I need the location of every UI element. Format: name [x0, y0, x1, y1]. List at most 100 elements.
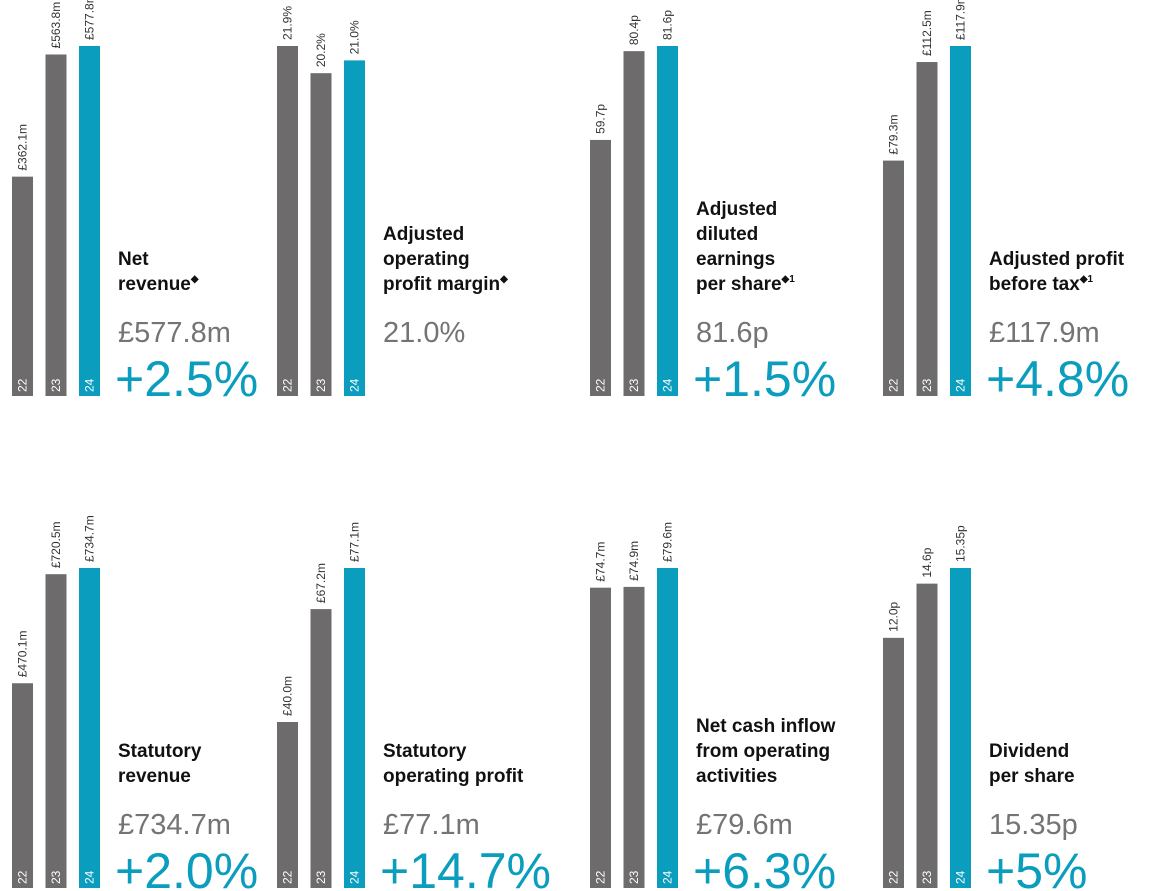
- value-label: 14.6p: [920, 547, 934, 577]
- kpi-title-text: activities: [696, 766, 777, 787]
- bar: [45, 54, 67, 397]
- bar: [310, 73, 332, 397]
- kpi-title: Adjusted: [383, 224, 464, 245]
- kpi-chart: 22 £362.1m 23 £563.8m 24 £577.8m Net revenue◆ £5…: [12, 0, 258, 407]
- bar: [883, 160, 904, 396]
- headline-value: £79.6m: [696, 809, 793, 841]
- bar: [12, 176, 33, 396]
- kpi-title: Statutory: [383, 741, 467, 762]
- value-label: 80.4p: [627, 15, 641, 45]
- kpi-title-text: from operating: [696, 741, 830, 762]
- kpi-chart: 22 59.7p 23 80.4p 24 81.6p Adjusted diluted earn…: [590, 10, 836, 407]
- change-value: +5%: [986, 843, 1087, 891]
- footnote-marker: ◆: [190, 274, 199, 285]
- kpi-title-text: per share: [696, 274, 782, 295]
- kpi-title: revenue: [118, 766, 191, 787]
- headline-value: £734.7m: [118, 809, 231, 841]
- value-label: 12.0p: [887, 601, 901, 631]
- kpi-chart: 22 £40.0m 23 £67.2m 24 £77.1m Statutory operati…: [277, 522, 551, 891]
- bar: [623, 586, 645, 888]
- value-label: £77.1m: [348, 522, 362, 562]
- bar: [277, 46, 298, 396]
- value-label: £362.1m: [16, 124, 30, 171]
- kpi-chart: 22 £470.1m 23 £720.5m 24 £734.7m Statutory reve…: [12, 515, 258, 891]
- kpi-title-text: profit margin: [383, 274, 500, 295]
- change-value: +1.5%: [693, 351, 836, 407]
- kpi-title-text: operating profit: [383, 766, 524, 787]
- category-label: 24: [661, 378, 675, 392]
- kpi-title: profit margin◆: [383, 274, 508, 295]
- kpi-title-text: operating: [383, 249, 470, 270]
- kpi-title: Dividend: [989, 741, 1069, 762]
- value-label: £112.5m: [920, 10, 934, 56]
- bar: [916, 62, 938, 397]
- bar: [277, 721, 298, 888]
- category-label: 24: [661, 870, 675, 884]
- bar: [12, 683, 33, 888]
- kpi-title: earnings: [696, 249, 775, 270]
- category-label: 24: [83, 870, 97, 884]
- category-label: 23: [314, 378, 328, 392]
- bar: [657, 568, 678, 888]
- bar: [344, 568, 365, 888]
- value-label: 81.6p: [661, 10, 675, 40]
- kpi-chart: 22 £79.3m 23 £112.5m 24 £117.9m Adjusted profi…: [883, 0, 1129, 407]
- headline-value: £117.9m: [989, 317, 1100, 349]
- bar: [344, 60, 365, 397]
- change-value: +14.7%: [380, 843, 551, 891]
- kpi-title-text: revenue: [118, 274, 191, 295]
- kpi-title-text: Statutory: [118, 741, 202, 762]
- category-label: 22: [594, 870, 608, 884]
- value-label: £720.5m: [49, 521, 63, 568]
- value-label: 20.2%: [314, 33, 328, 67]
- footnote-marker: ◆1: [1079, 274, 1094, 285]
- kpi-title: from operating: [696, 741, 830, 762]
- headline-value: 15.35p: [989, 809, 1078, 841]
- bar: [950, 46, 971, 396]
- kpi-title-text: before tax: [989, 274, 1080, 295]
- value-label: £79.6m: [661, 522, 675, 562]
- kpi-title: activities: [696, 766, 777, 787]
- category-label: 24: [83, 378, 97, 392]
- category-label: 24: [348, 870, 362, 884]
- bar: [79, 46, 100, 396]
- kpi-title: Net cash inflow: [696, 716, 836, 737]
- kpi-title: Net: [118, 249, 149, 270]
- category-label: 22: [16, 378, 30, 392]
- kpi-title: per share◆1: [696, 274, 795, 295]
- kpi-title-text: Dividend: [989, 741, 1069, 762]
- footnote-marker: ◆: [499, 274, 508, 285]
- value-label: £74.9m: [627, 541, 641, 581]
- kpi-chart: 22 21.9% 23 20.2% 24 21.0% Adjusted operating pr…: [277, 6, 508, 397]
- bar: [79, 568, 100, 888]
- kpi-title: revenue◆: [118, 274, 199, 295]
- category-label: 22: [281, 870, 295, 884]
- kpi-chart: 22 £74.7m 23 £74.9m 24 £79.6m Net cash inflow f…: [590, 522, 836, 891]
- headline-value: £577.8m: [118, 317, 231, 349]
- footnote-marker: ◆1: [781, 274, 796, 285]
- kpi-title: diluted: [696, 224, 758, 245]
- kpi-title: operating: [383, 249, 470, 270]
- bar: [950, 568, 971, 888]
- category-label: 23: [49, 870, 63, 884]
- kpi-chart: 22 12.0p 23 14.6p 24 15.35p Dividend per share 1…: [883, 525, 1087, 891]
- kpi-title: operating profit: [383, 766, 524, 787]
- kpi-title-text: diluted: [696, 224, 758, 245]
- headline-value: 21.0%: [383, 317, 465, 349]
- value-label: 15.35p: [954, 525, 968, 562]
- kpi-title-text: Adjusted: [696, 199, 777, 220]
- change-value: +2.5%: [115, 351, 258, 407]
- value-label: 21.9%: [281, 6, 295, 40]
- category-label: 23: [920, 378, 934, 392]
- kpi-title: before tax◆1: [989, 274, 1094, 295]
- category-label: 22: [887, 378, 901, 392]
- kpi-title-text: Adjusted profit: [989, 249, 1125, 270]
- category-label: 23: [49, 378, 63, 392]
- kpi-title: Adjusted profit: [989, 249, 1125, 270]
- change-value: +2.0%: [115, 843, 258, 891]
- category-label: 22: [281, 378, 295, 392]
- category-label: 24: [954, 870, 968, 884]
- category-label: 22: [594, 378, 608, 392]
- bar: [623, 51, 645, 396]
- bar: [590, 587, 611, 888]
